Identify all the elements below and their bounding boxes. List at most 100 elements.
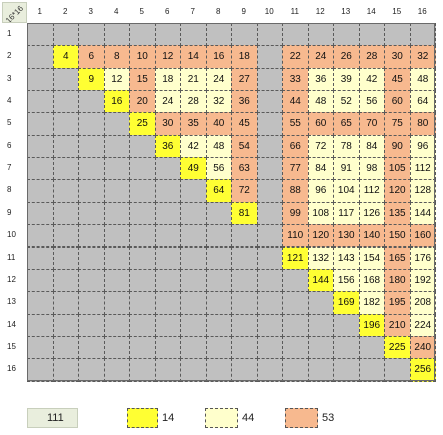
grid-cell-r11-c4[interactable] <box>103 246 130 270</box>
grid-cell-r16-c8[interactable] <box>205 358 232 382</box>
grid-cell-r8-c8[interactable]: 64 <box>205 179 232 203</box>
grid-cell-r8-c11[interactable]: 88 <box>282 179 309 203</box>
grid-cell-r1-c13[interactable] <box>333 23 360 47</box>
column-header-14[interactable]: 14 <box>366 7 376 16</box>
grid-cell-r15-c11[interactable] <box>282 335 309 360</box>
grid-cell-r5-c3[interactable] <box>78 112 105 136</box>
grid-cell-r16-c5[interactable] <box>129 358 156 382</box>
grid-cell-r1-c8[interactable] <box>205 23 232 47</box>
grid-cell-r10-c14[interactable]: 140 <box>358 224 385 248</box>
grid-cell-r12-c9[interactable] <box>231 268 258 293</box>
grid-cell-r9-c6[interactable] <box>154 201 181 226</box>
grid-cell-r3-c7[interactable]: 21 <box>180 67 207 92</box>
grid-cell-r7-c3[interactable] <box>78 157 105 181</box>
column-header-7[interactable]: 7 <box>190 7 195 16</box>
grid-cell-r7-c6[interactable] <box>154 157 181 181</box>
grid-cell-r9-c10[interactable] <box>256 201 283 226</box>
grid-cell-r16-c6[interactable] <box>154 358 181 382</box>
grid-cell-r14-c11[interactable] <box>282 313 309 337</box>
grid-cell-r14-c8[interactable] <box>205 313 232 337</box>
grid-cell-r9-c16[interactable]: 144 <box>409 201 436 226</box>
grid-cell-r14-c10[interactable] <box>256 313 283 337</box>
grid-cell-r12-c8[interactable] <box>205 268 232 293</box>
grid-cell-r13-c7[interactable] <box>180 291 207 315</box>
grid-cell-r3-c15[interactable]: 45 <box>384 67 411 92</box>
grid-cell-r8-c15[interactable]: 120 <box>384 179 411 203</box>
grid-cell-r13-c14[interactable]: 182 <box>358 291 385 315</box>
grid-cell-r5-c14[interactable]: 70 <box>358 112 385 136</box>
grid-cell-r15-c4[interactable] <box>103 335 130 360</box>
grid-cell-r11-c6[interactable] <box>154 246 181 270</box>
grid-cell-r13-c11[interactable] <box>282 291 309 315</box>
grid-cell-r7-c9[interactable]: 63 <box>231 157 258 181</box>
grid-cell-r1-c14[interactable] <box>358 23 385 47</box>
column-header-16[interactable]: 16 <box>417 7 427 16</box>
grid-cell-r10-c9[interactable] <box>231 224 258 248</box>
grid-cell-r12-c4[interactable] <box>103 268 130 293</box>
grid-cell-r15-c2[interactable] <box>52 335 79 360</box>
grid-cell-r7-c16[interactable]: 112 <box>409 157 436 181</box>
grid-cell-r15-c14[interactable] <box>358 335 385 360</box>
grid-cell-r15-c5[interactable] <box>129 335 156 360</box>
grid-cell-r8-c3[interactable] <box>78 179 105 203</box>
grid-cell-r2-c12[interactable]: 24 <box>307 45 334 69</box>
column-header-2[interactable]: 2 <box>63 7 68 16</box>
grid-cell-r12-c6[interactable] <box>154 268 181 293</box>
grid-cell-r1-c12[interactable] <box>307 23 334 47</box>
grid-cell-r7-c12[interactable]: 84 <box>307 157 334 181</box>
grid-cell-r4-c9[interactable]: 36 <box>231 90 258 114</box>
row-header-16[interactable]: 16 <box>7 364 16 374</box>
grid-cell-r4-c5[interactable]: 20 <box>129 90 156 114</box>
grid-cell-r14-c16[interactable]: 224 <box>409 313 436 337</box>
grid-cell-r4-c6[interactable]: 24 <box>154 90 181 114</box>
grid-cell-r8-c14[interactable]: 112 <box>358 179 385 203</box>
grid-cell-r12-c14[interactable]: 168 <box>358 268 385 293</box>
grid-cell-r16-c3[interactable] <box>78 358 105 382</box>
grid-cell-r5-c10[interactable] <box>256 112 283 136</box>
grid-cell-r13-c1[interactable] <box>27 291 54 315</box>
grid-cell-r8-c16[interactable]: 128 <box>409 179 436 203</box>
grid-cell-r10-c11[interactable]: 110 <box>282 224 309 248</box>
grid-cell-r4-c4[interactable]: 16 <box>103 90 130 114</box>
grid-cell-r4-c16[interactable]: 64 <box>409 90 436 114</box>
grid-cell-r9-c15[interactable]: 135 <box>384 201 411 226</box>
grid-cell-r7-c10[interactable] <box>256 157 283 181</box>
grid-cell-r9-c5[interactable] <box>129 201 156 226</box>
grid-cell-r12-c16[interactable]: 192 <box>409 268 436 293</box>
grid-cell-r3-c14[interactable]: 42 <box>358 67 385 92</box>
grid-cell-r2-c1[interactable] <box>27 45 54 69</box>
grid-cell-r3-c3[interactable]: 9 <box>78 67 105 92</box>
row-header-1[interactable]: 1 <box>7 29 12 38</box>
grid-cell-r13-c15[interactable]: 195 <box>384 291 411 315</box>
grid-cell-r13-c8[interactable] <box>205 291 232 315</box>
grid-cell-r14-c4[interactable] <box>103 313 130 337</box>
grid-cell-r3-c1[interactable] <box>27 67 54 92</box>
grid-cell-r10-c13[interactable]: 130 <box>333 224 360 248</box>
row-header-5[interactable]: 5 <box>7 118 12 128</box>
grid-cell-r7-c14[interactable]: 98 <box>358 157 385 181</box>
grid-cell-r11-c8[interactable] <box>205 246 232 270</box>
grid-cell-r10-c3[interactable] <box>78 224 105 248</box>
grid-cell-r14-c5[interactable] <box>129 313 156 337</box>
grid-cell-r1-c16[interactable] <box>409 23 436 47</box>
grid-cell-r10-c5[interactable] <box>129 224 156 248</box>
grid-cell-r14-c1[interactable] <box>27 313 54 337</box>
grid-cell-r7-c4[interactable] <box>103 157 130 181</box>
grid-cell-r6-c8[interactable]: 48 <box>205 134 232 159</box>
grid-cell-r11-c11[interactable]: 121 <box>282 246 309 270</box>
grid-cell-r7-c11[interactable]: 77 <box>282 157 309 181</box>
column-header-15[interactable]: 15 <box>392 7 402 16</box>
grid-cell-r6-c3[interactable] <box>78 134 105 159</box>
grid-cell-r2-c6[interactable]: 12 <box>154 45 181 69</box>
grid-cell-r16-c4[interactable] <box>103 358 130 382</box>
grid-cell-r6-c1[interactable] <box>27 134 54 159</box>
row-header-8[interactable]: 8 <box>7 185 12 195</box>
grid-cell-r14-c13[interactable] <box>333 313 360 337</box>
grid-cell-r14-c12[interactable] <box>307 313 334 337</box>
grid-cell-r7-c7[interactable]: 49 <box>180 157 207 181</box>
grid-cell-r16-c16[interactable]: 256 <box>409 358 436 382</box>
grid-cell-r11-c7[interactable] <box>180 246 207 270</box>
row-header-14[interactable]: 14 <box>7 319 16 329</box>
grid-cell-r5-c4[interactable] <box>103 112 130 136</box>
grid-cell-r5-c16[interactable]: 80 <box>409 112 436 136</box>
